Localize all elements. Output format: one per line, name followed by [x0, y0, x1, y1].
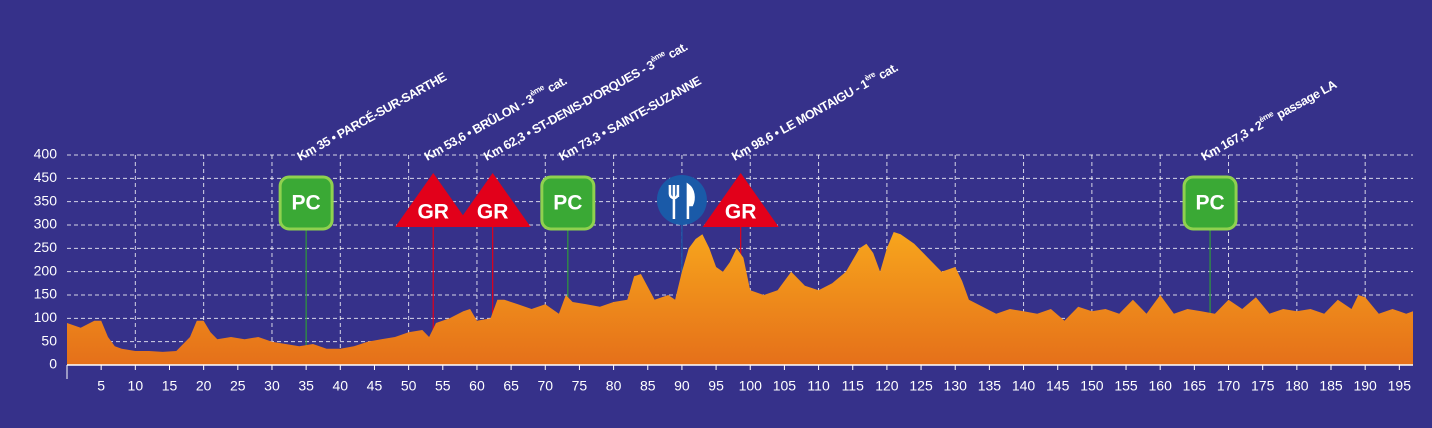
pc-label: PC — [292, 192, 321, 215]
x-tick-label: 170 — [1217, 378, 1241, 394]
marker-gr: GR — [454, 173, 531, 227]
x-tick-label: 50 — [401, 378, 417, 394]
x-tick-label: 175 — [1251, 378, 1275, 394]
marker-pc: PC — [540, 175, 596, 231]
marker-gr: GR — [702, 173, 779, 227]
x-tick-label: 120 — [875, 378, 899, 394]
x-tick-label: 115 — [842, 378, 865, 394]
x-tick-label: 70 — [537, 378, 553, 394]
fork — [668, 185, 680, 219]
y-tick-label: 50 — [41, 332, 57, 348]
y-tick-label: 400 — [34, 146, 58, 162]
pc-box — [540, 175, 596, 231]
elevation-area — [67, 232, 1413, 365]
x-tick-label: 65 — [503, 378, 519, 394]
y-tick-label: 100 — [34, 309, 58, 325]
x-tick-label: 165 — [1183, 378, 1207, 394]
x-tick-label: 30 — [264, 378, 280, 394]
pc-label: PC — [1195, 192, 1224, 215]
y-tick-label: 450 — [34, 169, 58, 185]
x-tick-label: 145 — [1046, 378, 1070, 394]
gr-triangle — [454, 173, 531, 227]
x-tick-label: 125 — [909, 378, 933, 394]
gr-label: GR — [417, 201, 449, 224]
x-tick-label: 195 — [1388, 378, 1412, 394]
pc-box — [278, 175, 334, 231]
x-tick-label: 95 — [708, 378, 724, 394]
x-tick-label: 185 — [1319, 378, 1343, 394]
x-tick-label: 100 — [739, 378, 763, 394]
y-tick-label: 300 — [34, 216, 58, 232]
pc-box — [1182, 175, 1238, 231]
y-tick-label: 250 — [34, 239, 58, 255]
y-tick-label: 150 — [34, 286, 58, 302]
x-tick-label: 20 — [196, 378, 212, 394]
marker-pc: PC — [1182, 175, 1238, 231]
x-tick-label: 35 — [298, 378, 314, 394]
x-tick-label: 190 — [1353, 378, 1377, 394]
food-circle — [656, 175, 707, 225]
x-tick-label: 85 — [640, 378, 656, 394]
marker-food — [656, 175, 707, 225]
x-tick-label: 110 — [807, 378, 830, 394]
gr-label: GR — [477, 201, 509, 224]
x-tick-label: 90 — [674, 378, 690, 394]
x-tick-label: 15 — [162, 378, 178, 394]
knife — [686, 182, 695, 219]
marker-pc: PC — [278, 175, 334, 231]
x-tick-label: 25 — [230, 378, 246, 394]
gr-triangle — [395, 173, 472, 227]
x-tick-label: 80 — [606, 378, 622, 394]
x-tick-label: 180 — [1285, 378, 1309, 394]
x-tick-label: 55 — [435, 378, 451, 394]
x-tick-label: 40 — [333, 378, 349, 394]
x-tick-label: 130 — [944, 378, 968, 394]
x-tick-label: 60 — [469, 378, 485, 394]
x-tick-label: 155 — [1114, 378, 1138, 394]
y-tick-label: 350 — [34, 192, 58, 208]
x-tick-label: 160 — [1149, 378, 1173, 394]
pc-label: PC — [553, 192, 582, 215]
x-tick-label: 10 — [128, 378, 144, 394]
x-tick-label: 140 — [1012, 378, 1036, 394]
x-tick-label: 45 — [367, 378, 383, 394]
x-tick-label: 75 — [572, 378, 588, 394]
x-tick-label: 105 — [773, 378, 797, 394]
gr-triangle — [702, 173, 779, 227]
x-tick-label: 135 — [978, 378, 1002, 394]
y-tick-label: 0 — [49, 356, 57, 372]
y-tick-label: 200 — [34, 262, 58, 278]
marker-gr: GR — [395, 173, 472, 227]
gr-label: GR — [725, 201, 757, 224]
x-tick-label: 5 — [97, 378, 105, 394]
x-tick-label: 150 — [1080, 378, 1104, 394]
